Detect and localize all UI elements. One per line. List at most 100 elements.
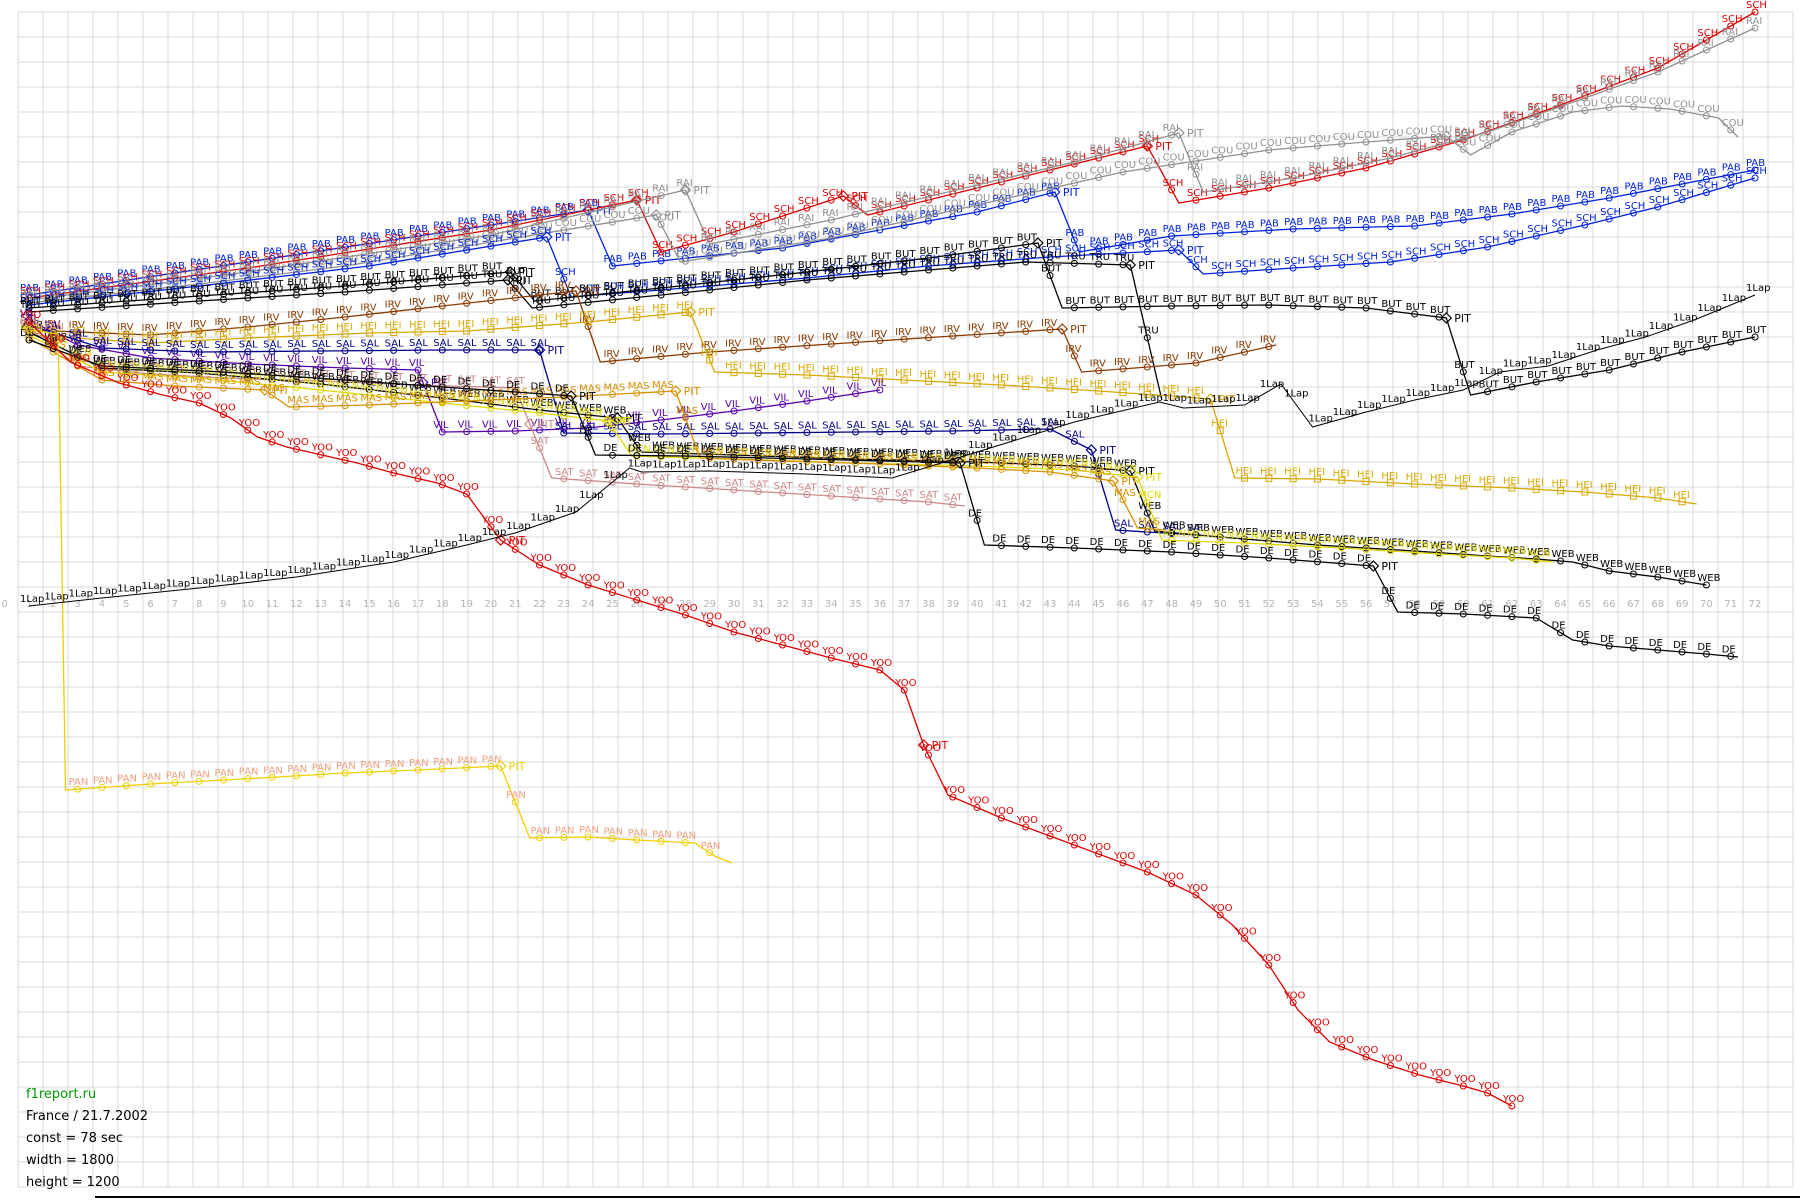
site-link[interactable]: f1report.ru [26,1087,97,1102]
driver-code-label: YOO [1405,1061,1427,1072]
lap-marker [414,475,422,483]
lap-marker [779,226,787,234]
x-axis-tick: 23 [557,599,570,610]
driver-code-label: RAI [1454,127,1470,138]
driver-code-label: BUT [1381,299,1402,310]
driver-code-label: SAT [312,369,332,380]
lap-marker [706,286,714,294]
driver-code-label: COU [1041,177,1063,188]
lap-marker [147,339,155,347]
driver-code-label: MAS [336,394,358,405]
lap-marker [852,374,860,381]
driver-code-label: WEB [871,448,894,459]
lap-marker [1168,548,1176,556]
driver-code-label: SCH [214,271,235,282]
pit-marker [570,285,582,297]
driver-code-label: MAS [822,451,844,462]
x-axis-tick: 71 [1724,599,1737,610]
driver-code-label: SAT [895,489,915,500]
driver-code-label: YOO [870,658,892,669]
lap-marker [414,250,422,258]
lap-marker [365,391,373,399]
lap-marker [268,264,276,272]
driver-code-label: DE [895,450,909,461]
lap-marker [147,388,155,396]
driver-code-label: SCH [1746,0,1767,11]
driver-code-label: BUT [142,287,163,298]
lap-marker [1143,248,1151,256]
driver-code-label: MCN [992,455,1015,466]
driver-code-label: SCH [263,265,284,276]
driver-code-label: PAN [93,775,113,786]
driver-code-label: MCN [1333,536,1356,547]
lap-marker [681,350,689,358]
driver-code-label: MCN [1041,457,1064,468]
driver-code-label: HEI [166,330,183,341]
driver-code-label: YOO [1502,1094,1524,1105]
lap-marker [973,462,981,470]
driver-code-label: YOO [43,334,65,345]
lap-marker [487,404,495,412]
driver-code-label: COU [968,193,990,204]
lap-marker [341,288,349,296]
driver-code-label: PAN [360,760,380,771]
lap-marker [1119,389,1127,397]
series-line [28,27,1756,301]
driver-code-label: BUT [482,262,503,273]
driver-code-label: HEI [1308,467,1325,478]
lap-marker [633,355,641,363]
driver-code-label: PAN [458,756,478,767]
driver-code-label: HEI [433,320,450,331]
driver-code-label: VIL [701,402,717,413]
driver-code-label: SAL [968,419,987,430]
lap-marker [438,394,446,402]
driver-code-label: 1Lap [409,544,433,555]
series-line [28,242,1756,396]
driver-code-label: SCH [968,176,989,187]
x-axis-tick: 60 [1457,599,1470,610]
driver-code-label: MAS [579,384,601,395]
driver-code-label: MAS [895,453,917,464]
driver-code-label: IRV [871,329,887,340]
lap-marker [390,400,398,408]
driver-code-label: TRU [554,293,575,304]
driver-code-label: TRU [602,288,623,299]
lap-marker [414,328,422,336]
lap-marker [1192,550,1200,557]
driver-code-label: MAS [628,381,650,392]
driver-code-label: TRU [1016,250,1037,261]
lap-marker [852,210,860,218]
lap-marker [244,426,252,434]
x-axis-tick: 66 [1603,599,1616,610]
lap-marker [365,250,373,257]
driver-code-label: SCH [628,280,649,291]
driver-code-label: SAT [117,359,137,370]
driver-code-label: BUT [1284,294,1305,305]
lap-marker [1241,539,1249,547]
driver-code-label: COU [1333,132,1355,143]
driver-code-label: HEI [871,367,888,378]
driver-code-label: PAN [142,772,162,783]
driver-code-label: SAT [93,357,113,368]
driver-code-label: IRV [20,318,36,329]
driver-code-label: 1Lap [117,584,141,595]
lap-marker [292,261,300,269]
driver-code-label: COU [579,214,601,225]
lap-marker [219,296,227,303]
series-line [28,324,1196,536]
lap-marker [511,395,519,403]
driver-code-label: YOO [627,588,649,599]
lap-marker [876,208,884,216]
pit-label: PIT [645,194,662,207]
driver-code-label: 1Lap [1576,342,1600,353]
driver-code-label: COU [166,275,188,286]
lap-marker [1435,141,1443,149]
driver-code-label: WEB [142,359,165,370]
lap-marker [608,835,616,842]
lap-marker [852,229,860,236]
driver-code-label: SCH [1065,244,1086,255]
driver-code-label: WEB [1065,454,1088,465]
lap-marker [949,463,957,471]
driver-code-label: RAI [312,249,328,260]
